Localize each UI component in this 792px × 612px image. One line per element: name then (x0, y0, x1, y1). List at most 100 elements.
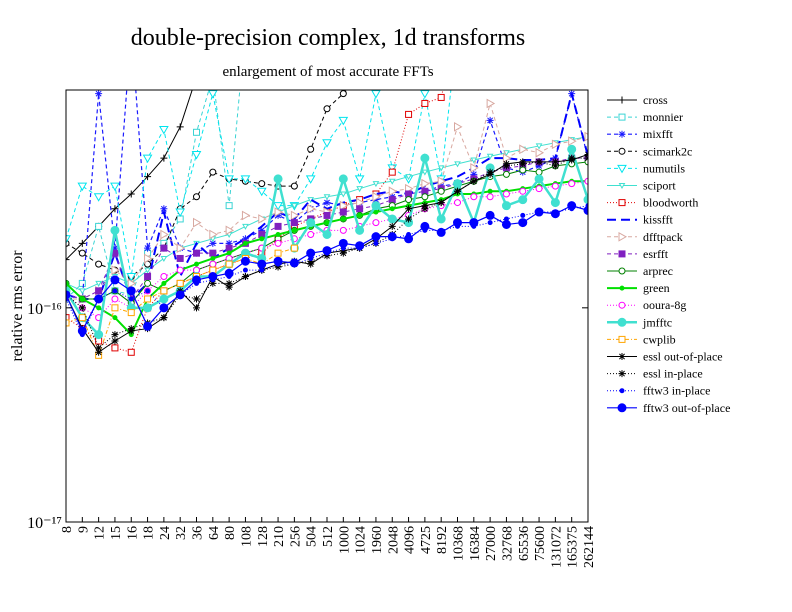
marker (583, 195, 588, 205)
marker (209, 229, 218, 240)
marker (144, 295, 152, 303)
marker (389, 206, 395, 212)
marker (241, 210, 251, 221)
marker (290, 244, 298, 252)
marker (486, 168, 494, 176)
legend-label: numutils (643, 161, 685, 175)
marker (323, 252, 331, 260)
marker (242, 267, 248, 273)
marker (96, 305, 102, 311)
marker (551, 162, 559, 170)
marker (144, 244, 152, 252)
marker (373, 240, 379, 246)
marker (111, 295, 119, 303)
series-line (66, 90, 348, 278)
marker (552, 26, 559, 33)
legend-label: dfftpack (643, 230, 683, 244)
marker (209, 168, 217, 176)
marker (95, 222, 103, 230)
marker (338, 116, 349, 126)
marker (290, 210, 300, 221)
marker (421, 178, 430, 189)
marker (618, 301, 626, 309)
marker (78, 279, 86, 287)
legend-label: green (643, 281, 670, 295)
marker (535, 185, 543, 193)
marker (470, 170, 478, 178)
marker (192, 275, 201, 285)
marker (208, 272, 218, 282)
marker (585, 26, 591, 32)
x-tick-label: 27000 (484, 526, 499, 561)
legend-label: mixfft (643, 127, 673, 141)
marker (618, 335, 626, 343)
marker (291, 203, 298, 210)
marker (339, 208, 347, 216)
marker (225, 283, 233, 291)
marker (356, 197, 365, 208)
marker (568, 180, 576, 188)
marker (66, 235, 71, 244)
marker (323, 211, 331, 219)
x-tick-label: 15 (109, 526, 124, 540)
marker (551, 182, 559, 190)
x-tick-label: 128 (256, 526, 271, 547)
y-tick-label: 10⁻¹⁷ (27, 515, 62, 532)
marker (66, 314, 70, 322)
marker (355, 241, 365, 251)
legend-label: jmfftc (642, 315, 672, 329)
marker (274, 239, 282, 247)
x-tick-label: 2048 (386, 526, 401, 554)
marker (225, 244, 233, 252)
marker (372, 219, 380, 227)
x-tick-label: 10368 (452, 526, 467, 561)
marker (193, 73, 200, 80)
x-tick-label: 12 (93, 526, 108, 540)
marker (617, 317, 627, 327)
marker (436, 214, 446, 224)
marker (618, 113, 626, 121)
marker (339, 249, 347, 257)
marker (323, 199, 331, 207)
marker (518, 218, 528, 228)
marker (176, 266, 184, 274)
marker (144, 173, 152, 181)
marker (470, 157, 478, 164)
x-tick-label: 1024 (354, 526, 369, 554)
marker (535, 147, 545, 158)
x-tick-label: 4725 (419, 526, 434, 554)
marker (618, 183, 626, 190)
marker (160, 205, 168, 213)
marker (307, 203, 316, 214)
marker (356, 205, 364, 213)
x-tick-label: 256 (288, 526, 303, 547)
marker (421, 193, 429, 201)
marker (371, 201, 381, 211)
marker (110, 182, 120, 192)
marker (618, 147, 626, 155)
marker (421, 99, 429, 107)
marker (552, 26, 558, 32)
marker (224, 268, 234, 278)
x-tick-label: 504 (305, 526, 320, 547)
marker (143, 303, 153, 313)
marker (405, 215, 413, 223)
marker (453, 179, 462, 189)
marker (111, 205, 119, 213)
legend-label: fftw3 out-of-place (643, 401, 730, 415)
marker (78, 304, 86, 312)
marker (78, 288, 86, 295)
marker (618, 231, 628, 242)
marker (551, 139, 561, 150)
marker (95, 287, 103, 295)
marker (584, 131, 588, 142)
marker (518, 195, 528, 205)
marker (193, 295, 200, 303)
marker (78, 314, 86, 322)
marker (388, 222, 396, 230)
legend-label: essl out-of-place (643, 350, 723, 364)
marker (225, 225, 235, 236)
marker (95, 280, 102, 287)
marker (258, 214, 267, 224)
